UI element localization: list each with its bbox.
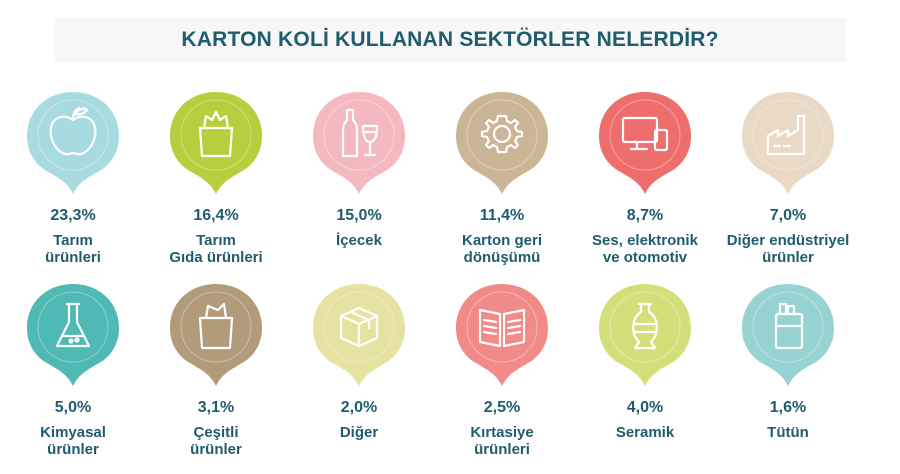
grocery-bag-icon <box>198 110 234 158</box>
percent-label: 7,0% <box>769 207 807 224</box>
book-icon <box>478 308 526 348</box>
flask-icon <box>55 302 91 348</box>
pin-marker <box>170 92 262 194</box>
sector-label-line1: Tarım <box>196 232 236 249</box>
percent-label: 2,5% <box>483 399 521 416</box>
pin-marker <box>27 284 119 386</box>
pin-marker <box>170 284 262 386</box>
pin-marker <box>456 92 548 194</box>
sector-label-line2: ürünler <box>190 441 242 458</box>
percent-label: 1,6% <box>769 399 807 416</box>
chart-title: KARTON KOLİ KULLANAN SEKTÖRLER NELERDİR? <box>181 28 719 51</box>
pin-marker <box>313 92 405 194</box>
percent-label: 3,1% <box>197 399 235 416</box>
pin-marker <box>742 284 834 386</box>
sector-label-line2: ve otomotiv <box>602 249 688 266</box>
sector-label: Kimyasal ürünler <box>0 424 146 458</box>
pin-marker <box>742 92 834 194</box>
sector-label-line1: Karton geri <box>461 232 542 249</box>
sector-label-line2: dönüşümü <box>463 249 541 266</box>
wine-bottle-icon <box>341 108 379 158</box>
sector-label-line2: ürünler <box>47 441 99 458</box>
sector-label-line2: ürünleri <box>45 249 101 266</box>
sector-label-line2: ürünleri <box>474 441 530 458</box>
sector-label: Çeşitli ürünler <box>143 424 289 458</box>
sector-label: Tarım ürünleri <box>0 232 146 266</box>
percent-label: 15,0% <box>336 207 382 224</box>
sector-label-line2: Gıda ürünleri <box>169 249 263 266</box>
sector-label: Ses, elektronik ve otomotiv <box>572 232 718 266</box>
sector-label: Diğer endüstriyel ürünler <box>715 232 861 266</box>
sector-label: Tütün <box>715 424 861 441</box>
sector-label: İçecek <box>286 232 432 249</box>
sector-label-line1: Tütün <box>767 424 809 441</box>
sector-label: Seramik <box>572 424 718 441</box>
box-icon <box>339 306 379 348</box>
sector-label-line1: Çeşitli <box>193 424 239 441</box>
pin-marker <box>27 92 119 194</box>
sector-label-line1: İçecek <box>336 232 382 249</box>
pin-marker <box>599 92 691 194</box>
sector-label-line2: ürünler <box>762 249 814 266</box>
cigarette-pack-icon <box>774 302 804 350</box>
sector-label-line1: Kimyasal <box>40 424 106 441</box>
sector-label-line1: Ses, elektronik <box>592 232 698 249</box>
factory-icon <box>766 114 806 156</box>
pin-marker <box>313 284 405 386</box>
percent-label: 11,4% <box>479 207 525 224</box>
percent-label: 5,0% <box>54 399 92 416</box>
percent-label: 2,0% <box>340 399 378 416</box>
sector-label: Tarım Gıda ürünleri <box>143 232 289 266</box>
sector-label: Kırtasiye ürünleri <box>429 424 575 458</box>
sector-label-line1: Kırtasiye <box>470 424 534 441</box>
percent-label: 23,3% <box>50 207 96 224</box>
percent-label: 8,7% <box>626 207 664 224</box>
sector-label-line1: Seramik <box>615 424 675 441</box>
sector-label-line1: Diğer <box>339 424 379 441</box>
sector-label-line1: Diğer endüstriyel <box>726 232 850 249</box>
percent-label: 16,4% <box>193 207 239 224</box>
title-bar: KARTON KOLİ KULLANAN SEKTÖRLER NELERDİR? <box>55 18 845 62</box>
sector-label: Diğer <box>286 424 432 441</box>
pin-marker <box>599 284 691 386</box>
paper-bag-icon <box>198 302 234 350</box>
sector-label: Karton geri dönüşümü <box>429 232 575 266</box>
gear-icon <box>480 114 524 154</box>
vase-icon <box>632 302 658 350</box>
devices-icon <box>621 116 669 152</box>
apple-icon <box>49 106 97 156</box>
pin-marker <box>456 284 548 386</box>
sector-label-line1: Tarım <box>53 232 93 249</box>
percent-label: 4,0% <box>626 399 664 416</box>
